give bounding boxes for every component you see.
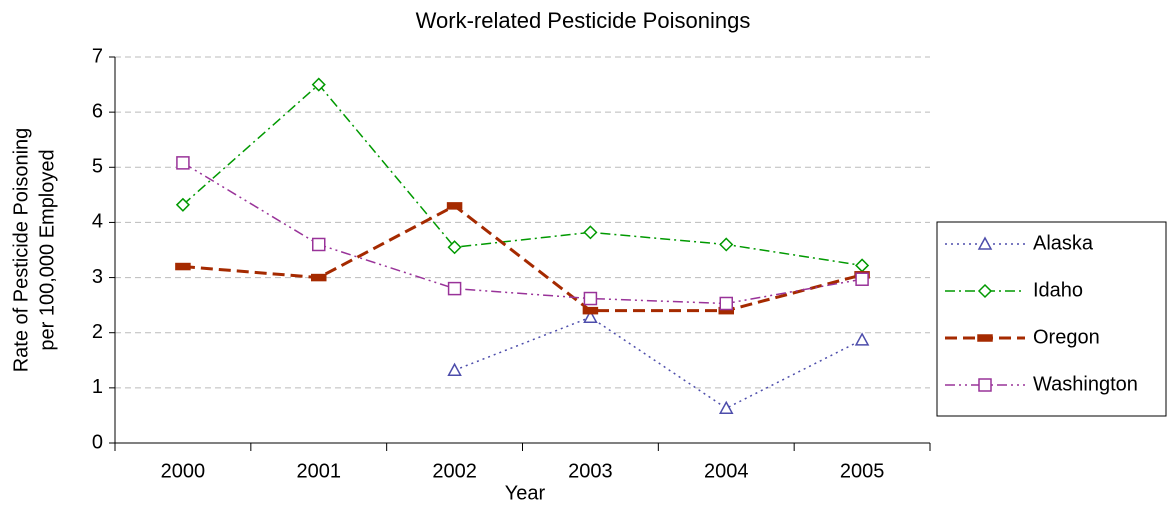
marker (977, 236, 993, 250)
marker (446, 202, 463, 210)
x-tick-label: 2002 (432, 460, 477, 482)
y-tick-label: 1 (92, 376, 103, 398)
marker (977, 283, 993, 299)
series-line (454, 316, 863, 410)
y-axis-label: per 100,000 Employed (36, 149, 58, 350)
y-tick-label: 4 (92, 211, 103, 233)
legend-label: Idaho (1033, 279, 1083, 301)
x-tick-label: 2005 (840, 460, 885, 482)
marker (854, 332, 870, 346)
marker (447, 240, 462, 255)
marker (582, 306, 599, 315)
marker (719, 296, 733, 311)
x-tick-label: 2003 (568, 460, 613, 482)
marker (176, 156, 190, 170)
marker (855, 258, 870, 273)
y-tick-label: 6 (92, 100, 103, 122)
marker (718, 400, 734, 415)
legend-box (936, 221, 1167, 417)
series-line (182, 162, 863, 305)
y-tick-label: 3 (92, 266, 103, 288)
marker (977, 334, 993, 342)
chart-title: Work-related Pesticide Poisonings (416, 8, 751, 33)
marker (855, 272, 869, 286)
y-tick-label: 7 (92, 45, 103, 67)
x-tick-label: 2001 (297, 460, 342, 482)
marker (583, 225, 598, 240)
series-line (182, 83, 863, 267)
x-tick-label: 2004 (704, 460, 749, 482)
marker (175, 262, 191, 271)
y-axis-label: Rate of Pesticide Poisoning (10, 128, 32, 373)
marker (978, 378, 992, 392)
legend-label: Oregon (1033, 326, 1100, 348)
marker (311, 273, 327, 282)
x-axis-label: Year (505, 482, 546, 504)
y-tick-label: 0 (92, 431, 103, 453)
marker (583, 309, 598, 324)
marker (719, 237, 734, 252)
marker (583, 291, 598, 306)
legend-label: Washington (1033, 373, 1138, 395)
x-tick-label: 2000 (161, 460, 206, 482)
legend-label: Alaska (1033, 232, 1094, 254)
marker (175, 197, 190, 212)
series-line (182, 204, 863, 313)
marker (447, 281, 462, 296)
marker (311, 77, 326, 92)
y-tick-label: 5 (92, 156, 103, 178)
marker (312, 237, 326, 252)
marker (447, 362, 462, 376)
y-tick-label: 2 (92, 321, 103, 343)
